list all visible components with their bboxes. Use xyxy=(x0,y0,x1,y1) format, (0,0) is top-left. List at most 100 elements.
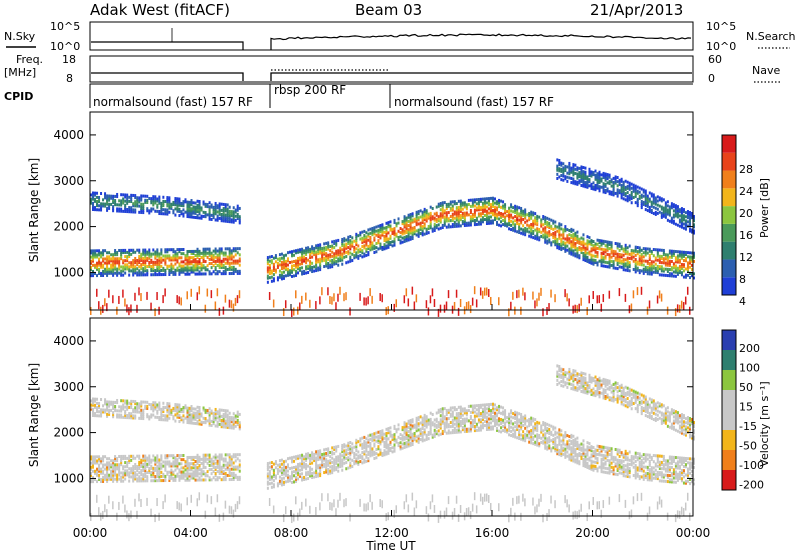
velocity-cell xyxy=(98,465,101,469)
power-cell xyxy=(379,226,382,230)
power-cell xyxy=(136,248,139,252)
power-cell xyxy=(142,271,145,275)
power-cell xyxy=(150,201,153,205)
power-cell xyxy=(640,261,643,265)
power-cell xyxy=(190,252,193,256)
velocity-cell xyxy=(170,408,173,412)
power-cell xyxy=(618,265,621,269)
power-cell xyxy=(399,226,402,230)
power-cell xyxy=(130,261,133,265)
power-cell xyxy=(363,297,365,306)
power-cell xyxy=(108,206,111,210)
velocity-cell xyxy=(132,469,135,473)
velocity-cell xyxy=(228,473,231,477)
power-cell xyxy=(164,210,167,214)
power-cell xyxy=(654,258,657,262)
power-cell xyxy=(393,229,396,233)
power-cell xyxy=(150,273,153,277)
power-cell xyxy=(112,269,115,273)
power-cell xyxy=(520,211,523,215)
power-cell xyxy=(122,259,125,263)
velocity-cell xyxy=(295,465,298,469)
power-cell xyxy=(214,255,217,259)
power-cell xyxy=(606,265,609,269)
velocity-cell xyxy=(228,459,231,463)
power-cell xyxy=(496,220,499,224)
power-cell xyxy=(347,235,350,239)
power-cell xyxy=(204,204,207,208)
power-cell xyxy=(148,256,151,260)
power-cell xyxy=(228,261,231,265)
power-cell xyxy=(642,202,645,206)
velocity-cell xyxy=(204,459,207,463)
power-cell xyxy=(530,229,533,233)
velocity-cell xyxy=(102,479,105,483)
power-cell xyxy=(570,248,573,252)
power-cell xyxy=(664,211,667,215)
velocity-cell xyxy=(226,461,229,465)
velocity-cell xyxy=(112,467,115,471)
velocity-cell xyxy=(238,459,241,463)
power-cell xyxy=(630,303,633,312)
power-cell xyxy=(483,199,486,203)
power-cell xyxy=(648,272,651,276)
velocity-cell xyxy=(92,461,95,465)
velocity-cell xyxy=(220,465,223,469)
power-cell xyxy=(331,261,334,265)
power-cell xyxy=(299,302,301,311)
power-cell xyxy=(301,258,304,262)
power-cell xyxy=(158,264,161,268)
power-cell xyxy=(204,260,207,264)
power-cell xyxy=(295,259,298,263)
power-cell xyxy=(479,208,482,212)
velocity-cell xyxy=(228,424,231,428)
velocity-cell xyxy=(114,471,117,475)
power-cell xyxy=(325,258,328,262)
power-cell xyxy=(355,247,358,251)
velocity-cell xyxy=(150,464,153,468)
power-cell xyxy=(604,172,607,176)
velocity-cell xyxy=(268,473,271,477)
velocity-cell xyxy=(321,457,324,461)
power-cell xyxy=(586,245,589,249)
power-cell xyxy=(419,232,422,236)
power-cell xyxy=(604,254,607,258)
power-cell xyxy=(592,258,595,262)
power-cell xyxy=(391,227,394,231)
power-cell xyxy=(693,251,695,255)
velocity-cell xyxy=(301,472,304,476)
velocity-cell xyxy=(128,414,131,418)
power-cell xyxy=(118,203,121,207)
velocity-cell xyxy=(116,415,119,419)
velocity-cell xyxy=(172,460,175,464)
power-cell xyxy=(626,266,629,270)
power-cell xyxy=(471,297,474,306)
power-cell xyxy=(315,301,317,310)
power-cell xyxy=(411,286,414,295)
velocity-cell xyxy=(172,454,175,458)
power-cell xyxy=(568,247,571,251)
power-cell xyxy=(293,307,295,316)
velocity-cell xyxy=(186,462,189,466)
velocity-cell xyxy=(158,462,161,466)
power-cell xyxy=(160,203,163,207)
power-cell xyxy=(106,198,109,202)
power-cell xyxy=(140,208,143,212)
velocity-cell xyxy=(160,416,163,420)
beam-label: Beam 03 xyxy=(355,1,422,19)
velocity-cell xyxy=(132,408,135,412)
velocity-cell xyxy=(148,466,151,470)
velocity-cell xyxy=(96,410,99,414)
power-cell xyxy=(198,216,201,220)
power-cell xyxy=(658,267,661,271)
power-cell xyxy=(222,217,225,221)
power-cell xyxy=(640,248,643,252)
power-cell xyxy=(345,250,348,254)
power-cell xyxy=(280,252,283,256)
power-cell xyxy=(150,254,153,258)
power-cell xyxy=(270,259,273,263)
power-cell xyxy=(417,218,420,222)
power-cell xyxy=(688,217,691,221)
velocity-cell xyxy=(104,408,107,412)
power-cell xyxy=(218,263,221,267)
